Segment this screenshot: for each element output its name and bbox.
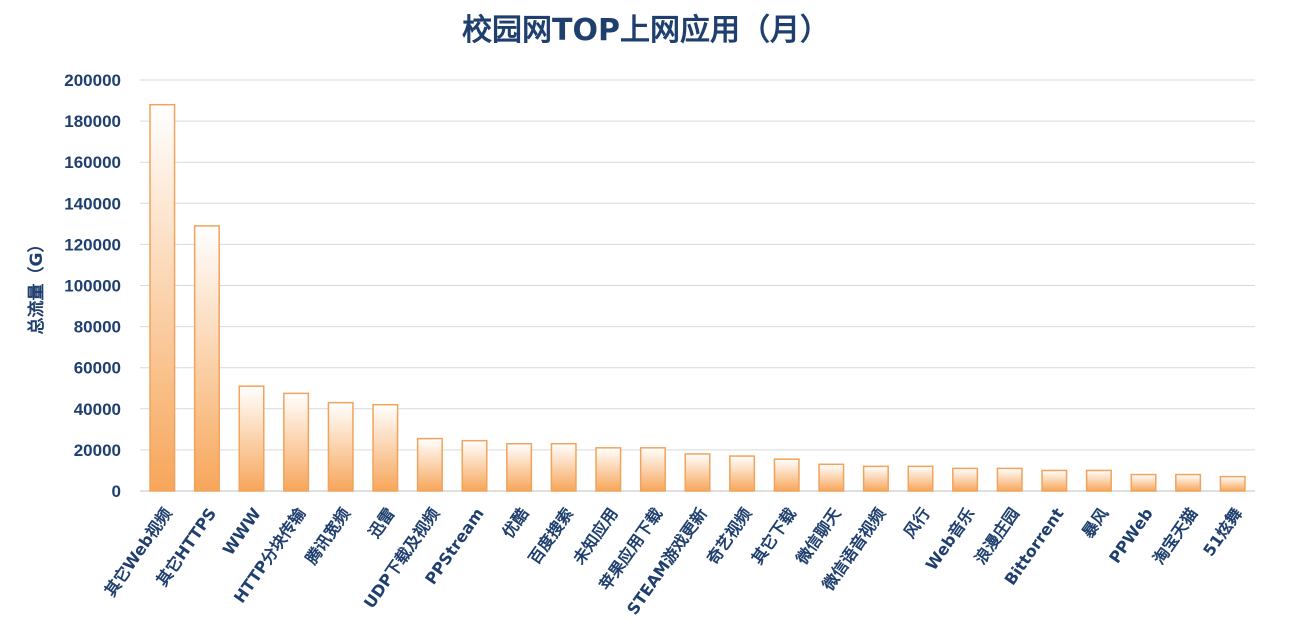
y-tick-label: 160000 (64, 153, 121, 172)
x-tick-label: 百度搜索 (525, 504, 577, 567)
x-tick-label: 风行 (900, 504, 934, 541)
y-axis-label: 总流量（G） (26, 236, 47, 335)
x-tick-label: STEAM游戏更新 (623, 504, 711, 618)
bar (327, 401, 354, 492)
bar (595, 447, 622, 492)
x-tick-label: 淘宝天猫 (1149, 504, 1201, 567)
y-tick-label: 100000 (64, 277, 121, 296)
x-tick-label: WWW (219, 504, 265, 559)
bar (550, 442, 577, 492)
bars (149, 103, 1246, 492)
y-tick-label: 60000 (74, 359, 121, 378)
bar (238, 385, 265, 492)
y-tick-label: 140000 (64, 194, 121, 213)
bar (1175, 473, 1202, 492)
y-tick-label: 120000 (64, 235, 121, 254)
x-tick-label: 腾讯宽频 (302, 504, 354, 567)
x-tick-label: 优酷 (498, 504, 532, 541)
bar (283, 392, 310, 492)
bar (149, 103, 176, 492)
bar (506, 442, 533, 492)
bar (1130, 473, 1157, 492)
bar (862, 465, 889, 492)
bar (818, 463, 845, 492)
bar (1219, 475, 1246, 492)
gridlines (140, 79, 1255, 492)
y-tick-label: 180000 (64, 112, 121, 131)
x-tick-label: 奇艺视频 (703, 504, 755, 567)
bar (907, 465, 934, 492)
bar (1085, 469, 1112, 492)
bar (996, 467, 1023, 492)
bar (729, 455, 756, 492)
bar (461, 439, 488, 492)
bar (773, 458, 800, 492)
x-tick-label: 51炫舞 (1199, 504, 1246, 559)
y-tick-label: 20000 (74, 441, 121, 460)
chart-title: 校园网TOP上网应用（月） (462, 13, 830, 48)
bar (193, 225, 220, 492)
y-tick-label: 40000 (74, 400, 121, 419)
y-axis-ticks: 0 20000 40000 60000 80000 100000 120000 140000 1… (64, 71, 121, 501)
x-tick-label: 迅雷 (365, 504, 399, 541)
bar (684, 453, 711, 492)
x-tick-label: 其它下载 (748, 504, 800, 567)
x-tick-label: 暴风 (1078, 504, 1113, 542)
y-tick-label: 80000 (74, 318, 121, 337)
bar (952, 467, 979, 492)
bar (372, 403, 399, 492)
bar (639, 447, 666, 492)
y-tick-label: 0 (112, 482, 121, 501)
y-tick-label: 200000 (64, 71, 121, 90)
bar (416, 437, 443, 492)
bar (1041, 469, 1068, 492)
